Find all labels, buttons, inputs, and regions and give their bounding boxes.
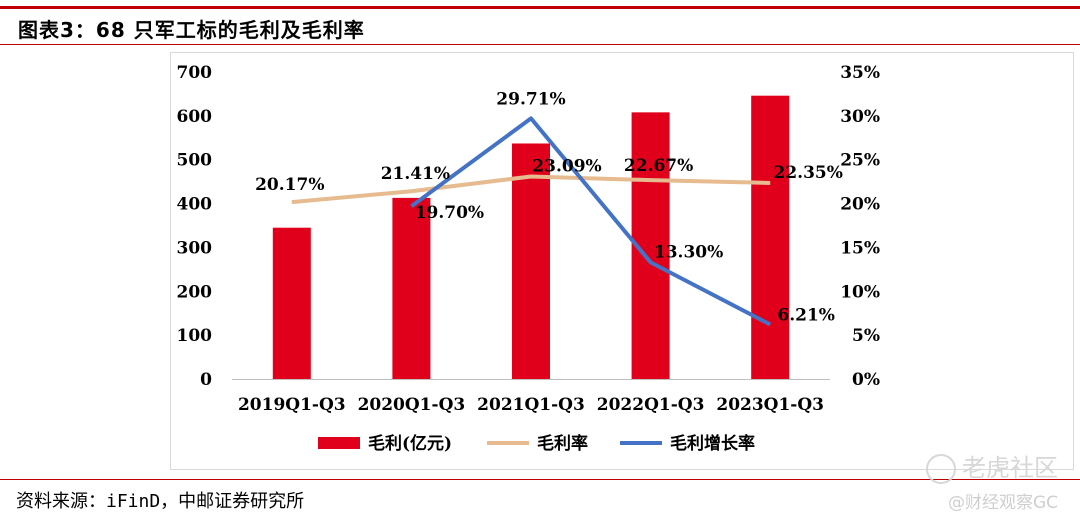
watermark-handle: @财经观察GC: [947, 493, 1058, 513]
x-axis-tick: 2022Q1-Q3: [597, 395, 705, 415]
watermark-brand-text: 老虎社区: [962, 454, 1058, 482]
x-axis-tick: 2023Q1-Q3: [716, 395, 824, 415]
right-axis-tick: 5%: [852, 326, 880, 346]
chart-frame: [170, 52, 1074, 470]
right-axis-tick: 20%: [840, 195, 880, 215]
gross-margin-label: 21.41%: [381, 164, 450, 184]
x-axis-tick: 2019Q1-Q3: [238, 395, 346, 415]
gross-margin-label: 22.35%: [774, 163, 843, 183]
bar: [512, 143, 550, 379]
bar: [392, 197, 431, 379]
left-axis-tick: 500: [177, 151, 213, 171]
x-axis-tick: 2021Q1-Q3: [477, 395, 585, 415]
combo-chart: 0 100 200 300 400 500 600 700 0% 5% 10% 15% 20% 25% 30…: [177, 63, 881, 454]
bottom-rule: [0, 479, 1080, 480]
gross-profit-growth-label: 19.70%: [415, 203, 484, 223]
source-note: 资料来源：iFinD，中邮证券研究所: [16, 491, 305, 512]
gross-profit-growth-label: 29.71%: [496, 89, 565, 109]
legend-label: 毛利(亿元): [368, 433, 452, 454]
bar: [272, 227, 311, 379]
right-axis-tick: 30%: [840, 107, 880, 127]
gross-margin-label: 23.09%: [532, 156, 601, 176]
watermark-brand: 老虎社区: [926, 448, 1058, 484]
right-axis-tick: 10%: [840, 282, 880, 302]
gross-profit-growth-label: 6.21%: [777, 306, 835, 326]
gross-profit-growth-line: [410, 116, 772, 327]
brand-logo-icon: [926, 454, 956, 484]
legend-label: 毛利增长率: [670, 433, 755, 454]
left-axis-tick: 700: [177, 63, 213, 83]
title-rule: [0, 44, 1080, 45]
figure-title: 图表3：68 只军工标的毛利及毛利率: [18, 18, 365, 42]
gross-margin-line: [291, 174, 771, 205]
left-axis-tick: 100: [177, 326, 213, 346]
left-axis-tick: 300: [177, 238, 213, 258]
right-axis-tick: 15%: [840, 238, 880, 258]
left-axis-tick: 0: [200, 370, 212, 390]
left-axis-tick: 600: [177, 107, 213, 127]
bar: [751, 95, 790, 379]
right-axis-tick: 0%: [852, 370, 880, 390]
left-axis-tick: 200: [177, 282, 213, 302]
legend-swatch: [318, 437, 360, 449]
top-rule: [0, 6, 1080, 9]
left-axis-tick: 400: [177, 195, 213, 215]
gross-margin-label: 22.67%: [624, 156, 693, 176]
gross-profit-growth-label: 13.30%: [654, 242, 723, 262]
gross-margin-label: 20.17%: [255, 175, 324, 195]
x-axis-tick: 2020Q1-Q3: [358, 395, 466, 415]
legend-label: 毛利率: [537, 433, 588, 454]
right-axis-tick: 35%: [840, 63, 880, 83]
right-axis-tick: 25%: [840, 151, 880, 171]
